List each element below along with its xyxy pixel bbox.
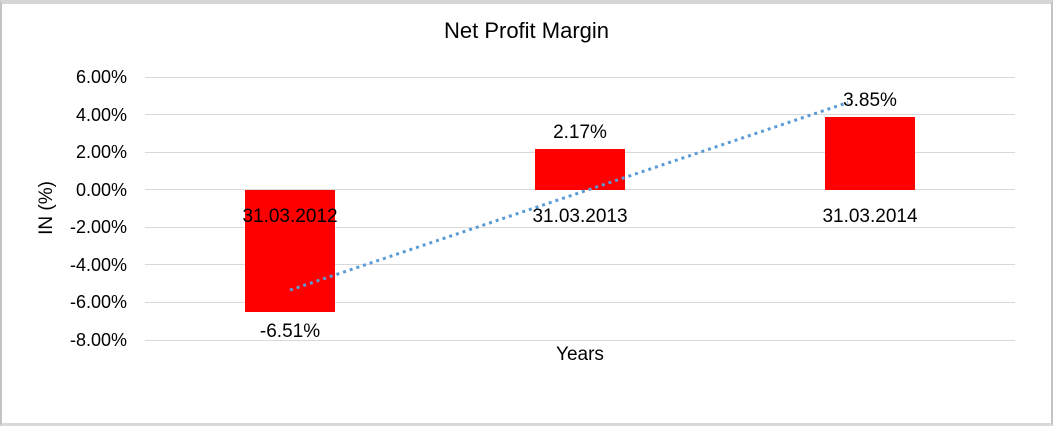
bar-31.03.2014 [825, 117, 915, 190]
gridline [145, 301, 1015, 303]
y-tick-label: -6.00% [69, 292, 127, 313]
gridline [145, 264, 1015, 266]
category-label: 31.03.2013 [532, 205, 628, 227]
gridline [145, 189, 1015, 191]
gridline [145, 226, 1015, 228]
y-tick-label: -4.00% [69, 254, 127, 275]
y-tick-label: 6.00% [75, 67, 127, 87]
data-label: -6.51% [259, 321, 321, 342]
chart-title: Net Profit Margin [443, 18, 610, 43]
gridline [145, 114, 1015, 116]
y-tick-label: -8.00% [69, 330, 127, 350]
data-label: 2.17% [553, 121, 607, 143]
y-tick-label: -2.00% [69, 217, 127, 238]
y-tick-label: 4.00% [75, 104, 127, 125]
y-tick-label: 2.00% [75, 142, 127, 163]
gridline [145, 76, 1015, 78]
plot-area [145, 76, 1015, 341]
category-label: 31.03.2014 [822, 205, 918, 227]
category-label: 31.03.2012 [242, 205, 338, 227]
data-label: 3.85% [843, 90, 897, 112]
x-axis-title: Years [556, 344, 604, 365]
bar-31.03.2012 [245, 189, 335, 312]
gridline [145, 339, 1015, 341]
trendline-dotted [289, 101, 849, 292]
y-tick-label: 0.00% [75, 179, 127, 200]
